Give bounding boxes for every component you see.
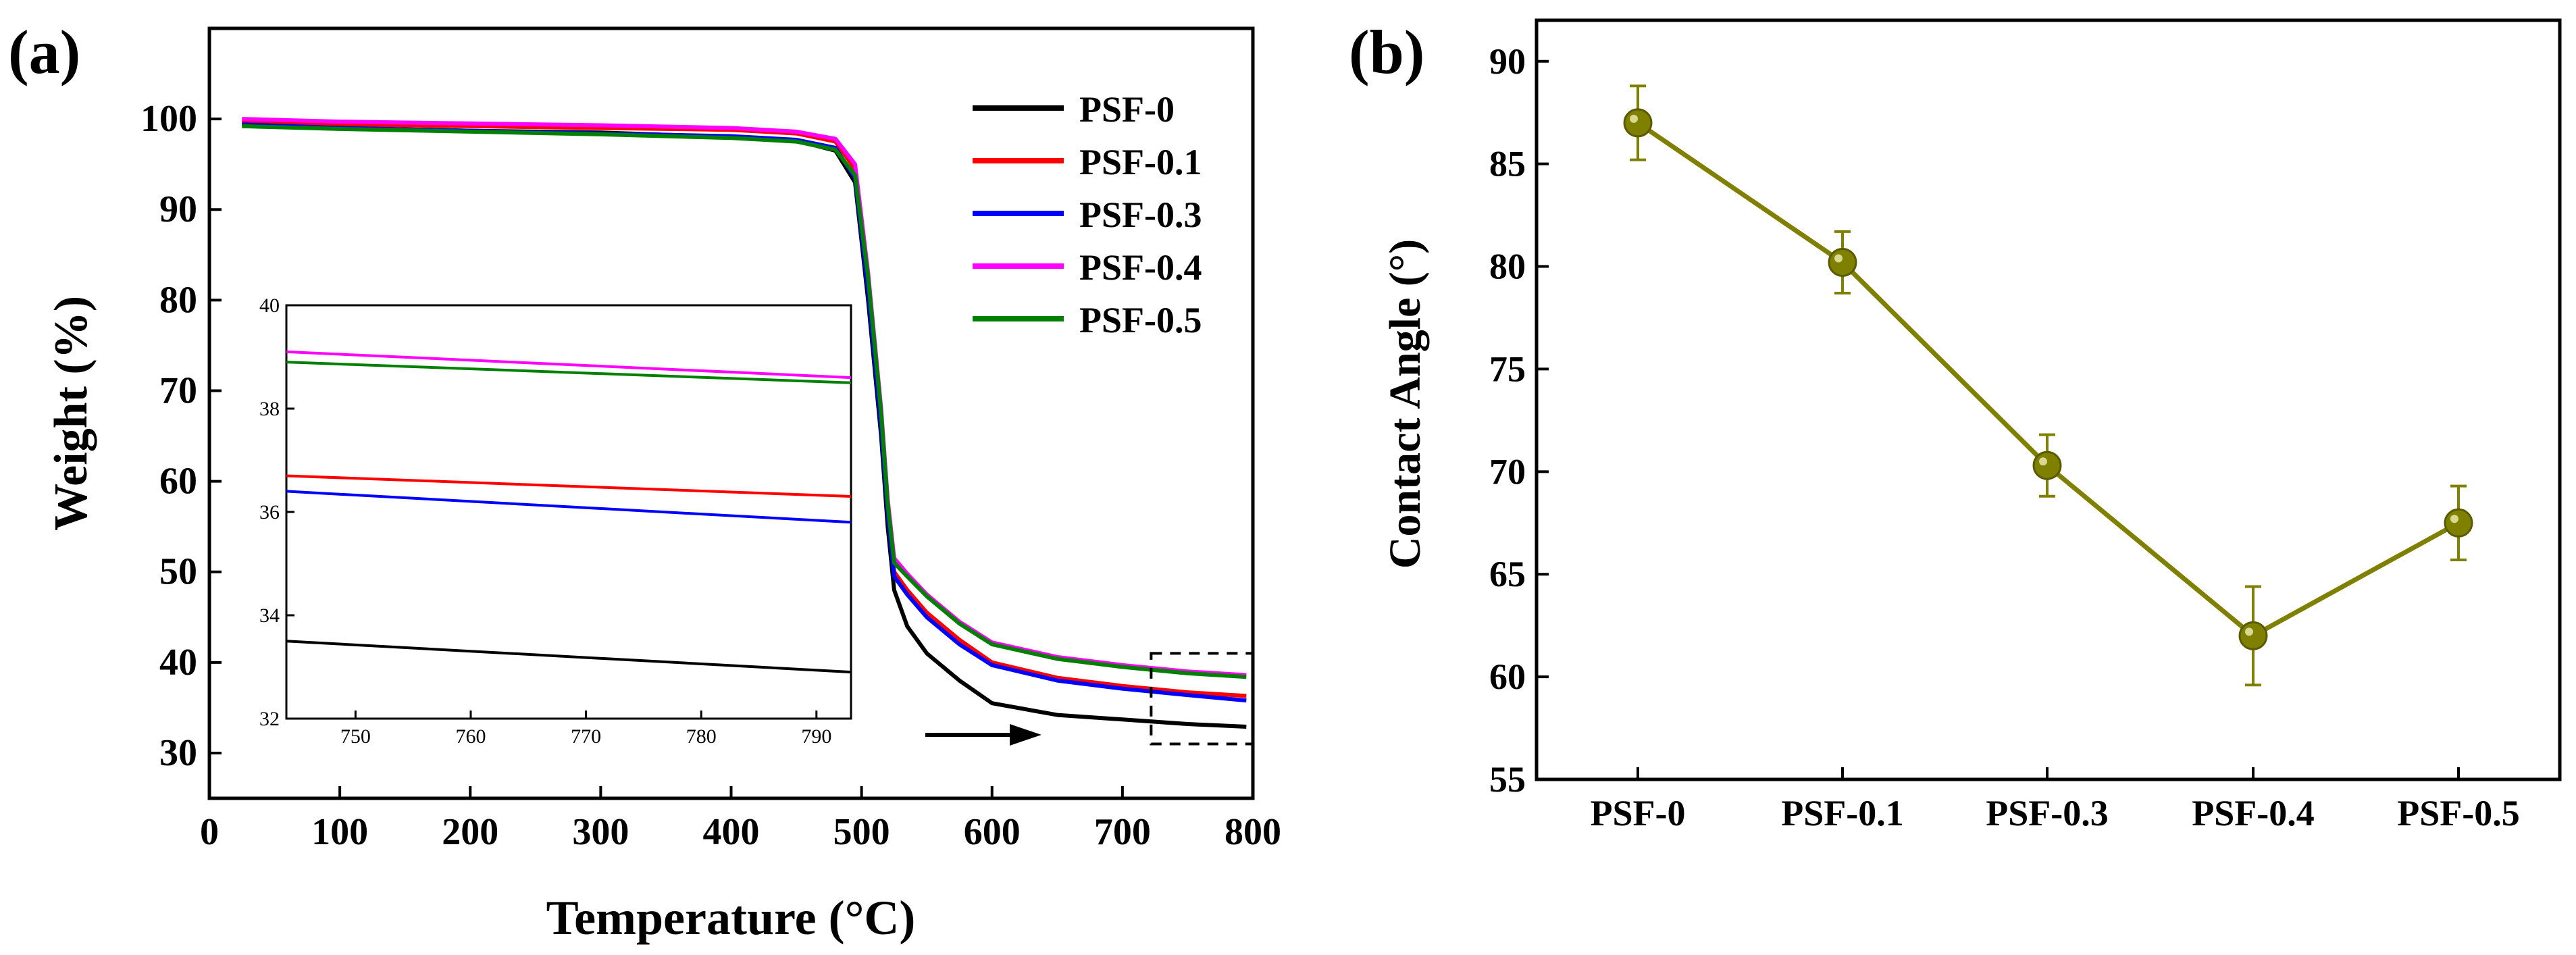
data-point-psf-0: [1623, 108, 1653, 138]
panel-a-label: (a): [8, 18, 80, 86]
legend-label-psf-04: PSF-0.4: [1079, 247, 1202, 288]
panel-a-x-axis-title: Temperature (°C): [546, 891, 916, 945]
panel-a-y-tick-label: 60: [159, 461, 197, 502]
data-point-highlight: [2450, 515, 2458, 523]
inset-y-tick-label: 34: [259, 604, 280, 627]
panel-b-y-tick-label: 60: [1489, 656, 1526, 697]
panel-b: (b) 55 60 65 70 75 80 85 90 PSF-0 PSF-0.1 PSF-0.3…: [1349, 18, 2562, 833]
inset-series-line-psf-03: [286, 490, 852, 524]
panel-b-y-tick-label: 90: [1489, 41, 1526, 82]
panel-b-x-tick-label: PSF-0: [1591, 793, 1686, 833]
panel-a-y-axis-title: Weight (%): [45, 296, 97, 531]
inset-x-tick-label: 770: [571, 725, 601, 748]
legend-label-psf-0: PSF-0: [1079, 89, 1175, 130]
panel-a-y-tick-label: 70: [159, 369, 197, 411]
inset-x-tick-label: 790: [801, 725, 831, 748]
panel-b-x-tick-label: PSF-0.3: [1986, 793, 2109, 833]
panel-a-y-tick-label: 90: [159, 188, 197, 230]
inset-x-tick-label: 780: [686, 725, 717, 748]
panel-a-x-tick-label: 500: [833, 811, 890, 853]
inset-series-line-psf-01: [286, 474, 852, 498]
panel-b-y-tick-label: 55: [1489, 759, 1526, 800]
panel-b-series: [1623, 84, 2473, 687]
inset-series-line-psf-0: [286, 640, 852, 674]
panel-a-x-tick-label: 100: [311, 811, 368, 853]
panel-b-label: (b): [1349, 18, 1424, 86]
panel-b-x-ticks: PSF-0 PSF-0.1 PSF-0.3 PSF-0.4 PSF-0.5: [1591, 767, 2520, 833]
data-point-psf-05: [2444, 508, 2473, 538]
panel-a-series-line-psf-05: [242, 124, 1247, 679]
panel-b-plot-frame: [1535, 18, 2562, 781]
panel-b-x-tick-label: PSF-0.4: [2192, 793, 2315, 833]
panel-a-x-ticks: 0 100 200 300 400 500 600 700 800: [200, 786, 1281, 853]
panel-a-legend: PSF-0 PSF-0.1 PSF-0.3 PSF-0.4 PSF-0.5: [973, 89, 1202, 340]
panel-a-inset-x-ticks: 750 760 770 780 790: [340, 711, 831, 748]
inset-y-tick-label: 38: [259, 398, 280, 420]
panel-a-y-tick-label: 30: [159, 732, 197, 774]
panel-b-y-ticks: 55 60 65 70 75 80 85 90: [1489, 41, 1549, 800]
legend-label-psf-05: PSF-0.5: [1079, 300, 1202, 340]
inset-x-tick-label: 750: [340, 725, 371, 748]
inset-x-tick-label: 760: [455, 725, 486, 748]
panel-a-x-tick-label: 200: [442, 811, 498, 853]
panel-b-x-tick-label: PSF-0.5: [2397, 793, 2520, 833]
data-point-highlight: [1630, 114, 1638, 123]
panel-a-inset-series: [286, 350, 852, 674]
panel-a-x-tick-label: 700: [1094, 811, 1151, 853]
panel-b-y-tick-label: 65: [1489, 554, 1526, 594]
panel-a-y-ticks: 30 40 50 60 70 80 90 100: [140, 98, 222, 774]
panel-b-y-axis-title: Contact Angle (°): [1381, 239, 1430, 569]
inset-y-tick-label: 36: [259, 501, 280, 523]
panel-a-inset-y-ticks: 32 34 36 38 40: [259, 294, 294, 730]
panel-b-x-tick-label: PSF-0.1: [1781, 793, 1904, 833]
panel-a-x-tick-label: 0: [200, 811, 219, 853]
legend-label-psf-03: PSF-0.3: [1079, 195, 1202, 235]
panel-a-y-tick-label: 80: [159, 279, 197, 321]
panel-a: (a) 30 40 50 60 70 80 90 100 0 100 200 300 400 500 60…: [8, 18, 1281, 945]
panel-a-inset: 32 34 36 38 40 750 760 770 780 790: [259, 294, 852, 748]
panel-a-x-tick-label: 300: [572, 811, 629, 853]
panel-b-y-tick-label: 80: [1489, 247, 1526, 287]
data-point-psf-04: [2238, 621, 2268, 650]
legend-label-psf-01: PSF-0.1: [1079, 142, 1202, 182]
panel-b-y-tick-label: 75: [1489, 349, 1526, 389]
data-point-highlight: [1834, 254, 1843, 263]
inset-y-tick-label: 32: [259, 708, 280, 730]
data-point-highlight: [2245, 627, 2253, 636]
panel-a-arrow: [925, 724, 1041, 746]
panel-a-y-tick-label: 100: [140, 98, 197, 140]
panel-a-y-tick-label: 50: [159, 551, 197, 593]
panel-a-series: [242, 117, 1247, 729]
panel-a-x-tick-label: 600: [964, 811, 1021, 853]
inset-y-tick-label: 40: [259, 294, 280, 317]
panel-b-series-line: [1637, 121, 2460, 639]
panel-a-x-tick-label: 800: [1225, 811, 1281, 853]
inset-series-line-psf-05: [286, 361, 852, 384]
data-point-psf-03: [2032, 450, 2062, 480]
panel-b-y-tick-label: 70: [1489, 451, 1526, 492]
data-point-highlight: [2039, 457, 2047, 466]
data-point-psf-01: [1828, 247, 1857, 277]
inset-series-line-psf-04: [286, 350, 852, 380]
panel-a-y-tick-label: 40: [159, 642, 197, 683]
panel-b-y-tick-label: 85: [1489, 144, 1526, 184]
panel-a-x-tick-label: 400: [703, 811, 760, 853]
